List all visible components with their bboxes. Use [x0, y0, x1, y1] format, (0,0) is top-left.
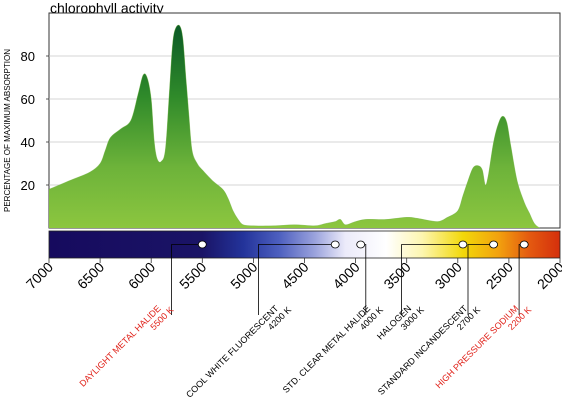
x-tick-label: 3000	[432, 259, 465, 292]
chart-title: chlorophyll activity	[50, 0, 164, 16]
x-ticks: 7000 6500 6000 5500 5000 4500 4000 3500 3000 2500…	[23, 258, 562, 292]
y-tick-label: 20	[21, 178, 35, 193]
light-source-dot	[197, 240, 207, 249]
marker-leader-line	[467, 244, 494, 315]
absorption-ridge	[48, 24, 540, 229]
y-tick-label: 60	[21, 92, 35, 107]
x-tick-label: 7000	[23, 259, 56, 292]
light-source-dot	[330, 240, 340, 249]
light-source-name: DAYLIGHT METAL HALIDE	[77, 303, 162, 388]
x-tick-label: 6000	[125, 259, 158, 292]
light-source-name: COOL WHITE FLUORESCENT	[184, 303, 281, 400]
y-tick-label: 80	[21, 49, 35, 64]
x-tick-label: 5000	[227, 259, 260, 292]
x-tick-label: 4000	[329, 259, 362, 292]
y-tick-label: 40	[21, 135, 35, 150]
x-tick-label: 5500	[176, 259, 209, 292]
light-source-dot	[489, 240, 499, 249]
light-source-dot	[458, 240, 468, 249]
marker-leader-line	[171, 244, 203, 315]
light-source-name: STD. CLEAR METAL HALIDE	[281, 303, 373, 395]
marker-leader-line	[401, 244, 463, 315]
absorption-area	[49, 25, 540, 229]
x-tick-label: 3500	[380, 259, 413, 292]
light-source-dot	[519, 240, 529, 249]
y-ticks: 20 40 60 80	[21, 49, 49, 193]
marker-leader-line	[258, 244, 336, 315]
light-source-dot	[356, 240, 366, 249]
plot-area: 20 40 60 80	[21, 12, 561, 229]
x-tick-label: 2000	[534, 259, 562, 292]
light-source-name: STANDARD INCANDESCENT	[376, 303, 470, 397]
x-tick-label: 2500	[483, 259, 516, 292]
y-axis-label: PERCENTAGE OF MAXIMUM ABSORPTION	[3, 49, 12, 212]
x-tick-label: 6500	[74, 259, 107, 292]
x-tick-label: 4500	[278, 259, 311, 292]
